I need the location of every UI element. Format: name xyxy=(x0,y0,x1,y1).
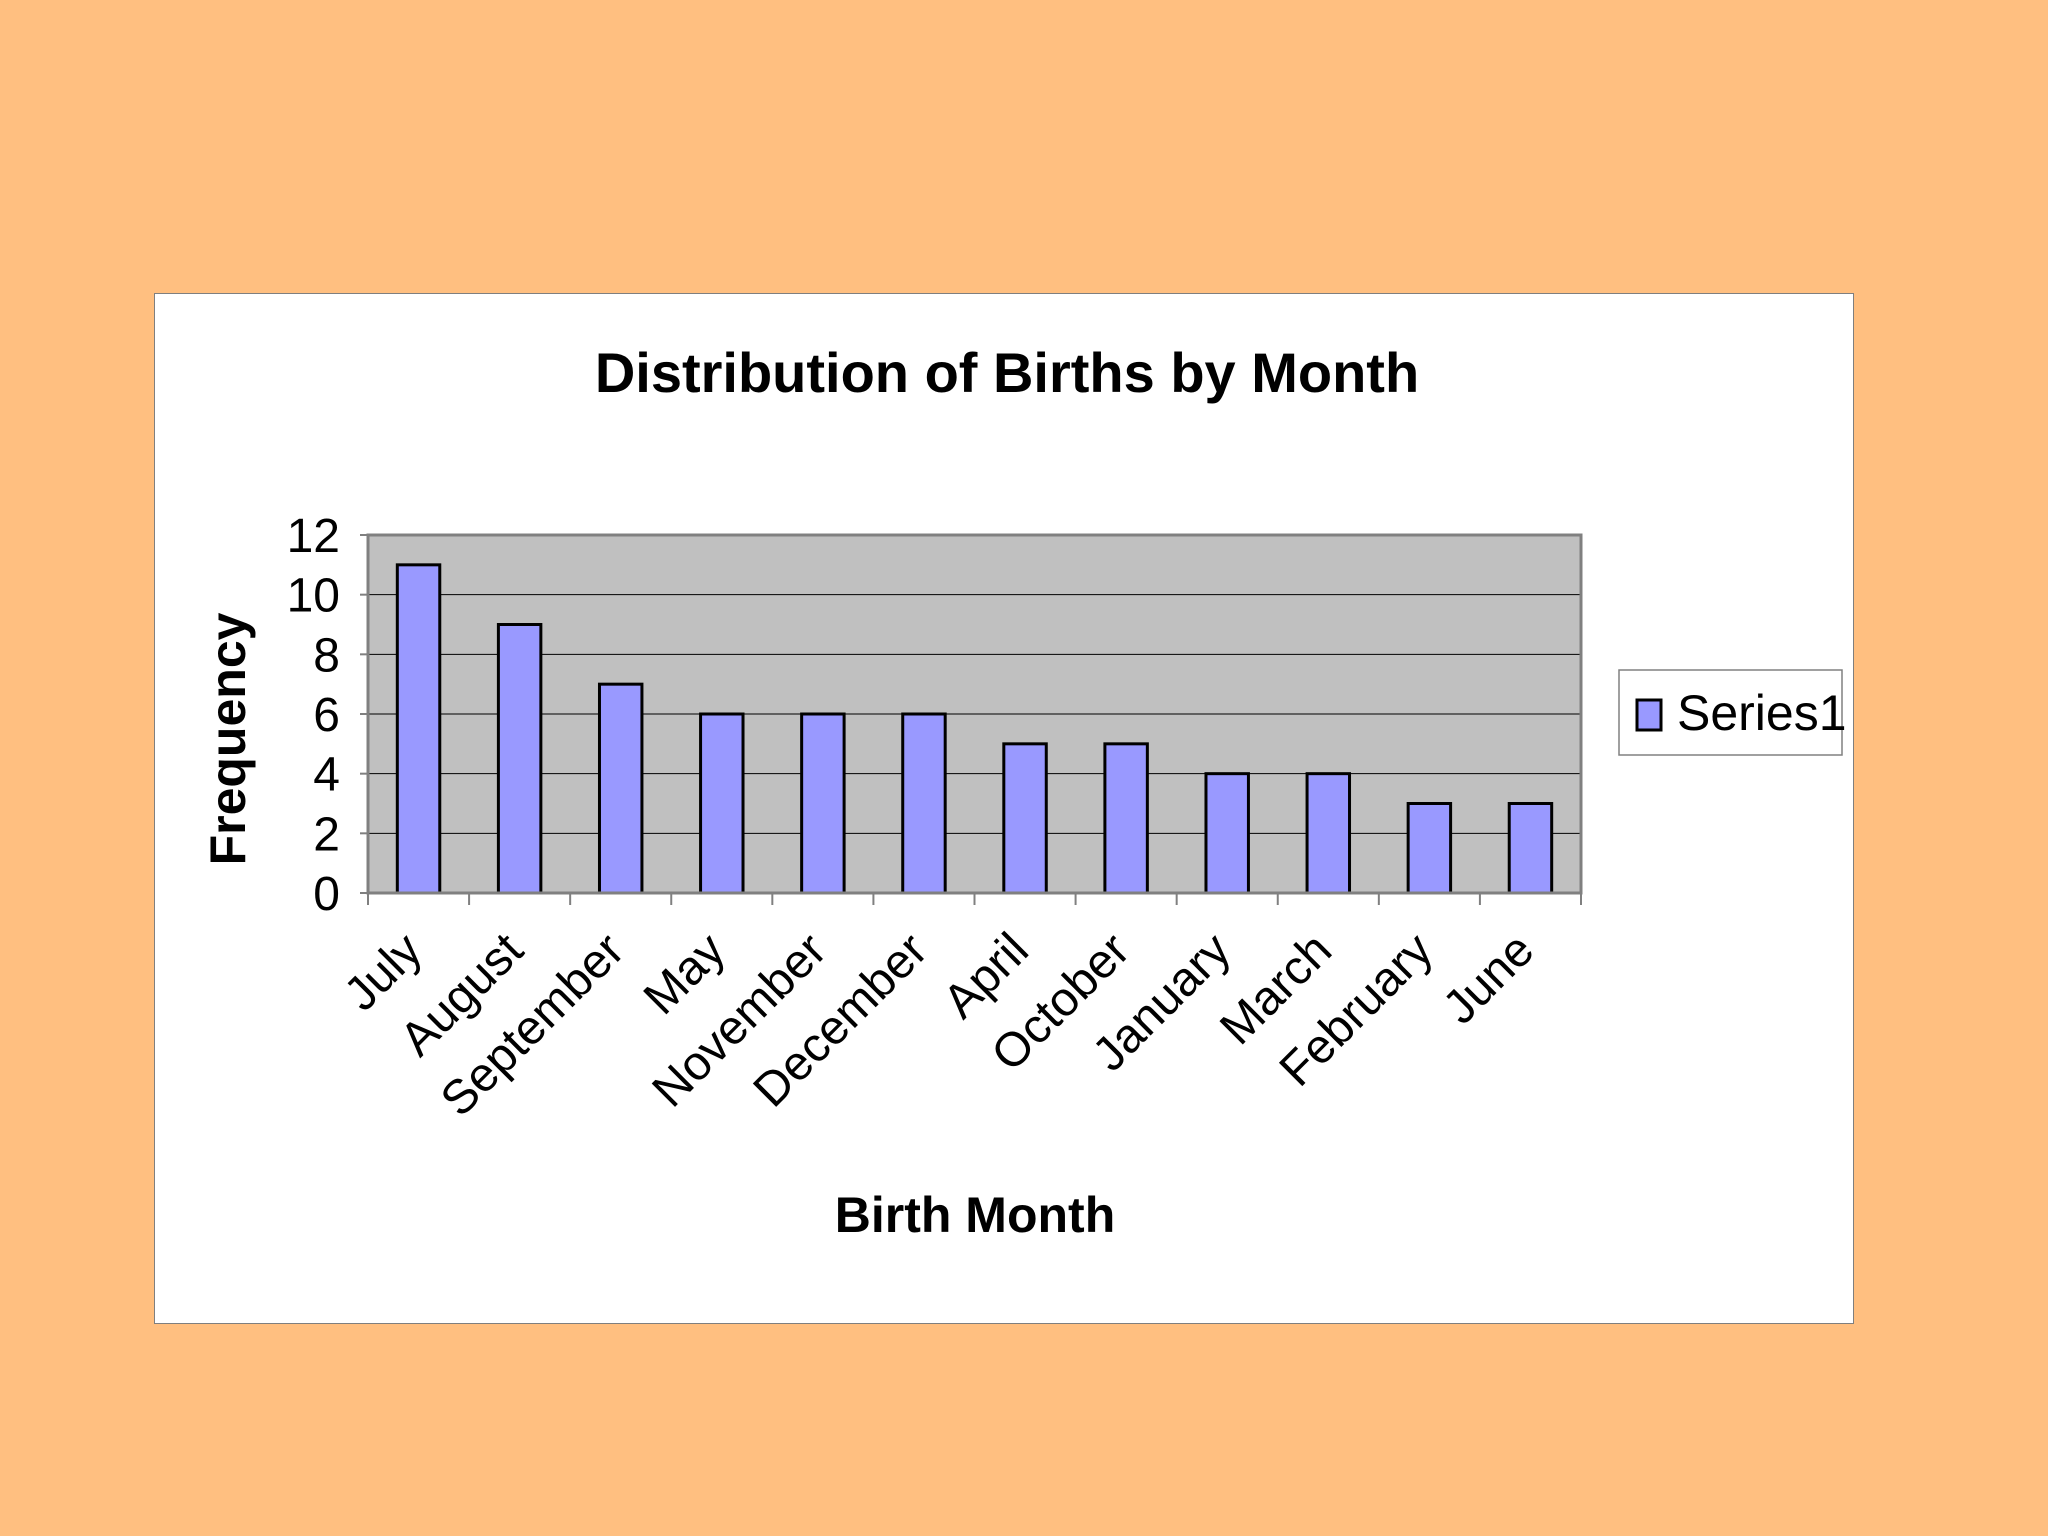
y-tick-label: 6 xyxy=(313,689,340,742)
bar xyxy=(1406,802,1453,895)
y-tick-label: 0 xyxy=(313,868,340,921)
chart-frame: Distribution of Births by Month 0 2 4 6 8 10 1… xyxy=(154,293,1854,1324)
chart-title: Distribution of Births by Month xyxy=(595,341,1419,404)
bar xyxy=(1103,742,1149,895)
bar xyxy=(1002,742,1048,895)
bar xyxy=(800,712,846,895)
y-tick-label: 2 xyxy=(313,808,340,861)
bar xyxy=(1507,802,1554,895)
legend-swatch xyxy=(1635,698,1663,732)
bar xyxy=(699,712,745,895)
y-tick-label: 4 xyxy=(313,749,340,802)
bar xyxy=(395,563,442,895)
bar xyxy=(496,623,543,895)
bar xyxy=(597,682,644,895)
x-axis-title: Birth Month xyxy=(835,1187,1115,1243)
legend: Series1 xyxy=(1618,669,1847,756)
bar xyxy=(1204,772,1250,895)
y-tick-label: 12 xyxy=(287,510,340,563)
legend-label: Series1 xyxy=(1677,685,1847,741)
bar-chart: Distribution of Births by Month 0 2 4 6 8 10 1… xyxy=(200,341,1847,1243)
x-tick-label: June xyxy=(1433,923,1544,1034)
bar xyxy=(1305,772,1352,895)
y-tick-label: 8 xyxy=(313,629,340,682)
bar xyxy=(901,712,947,895)
y-axis-title: Frequency xyxy=(200,612,256,865)
y-tick-label: 10 xyxy=(287,570,340,623)
